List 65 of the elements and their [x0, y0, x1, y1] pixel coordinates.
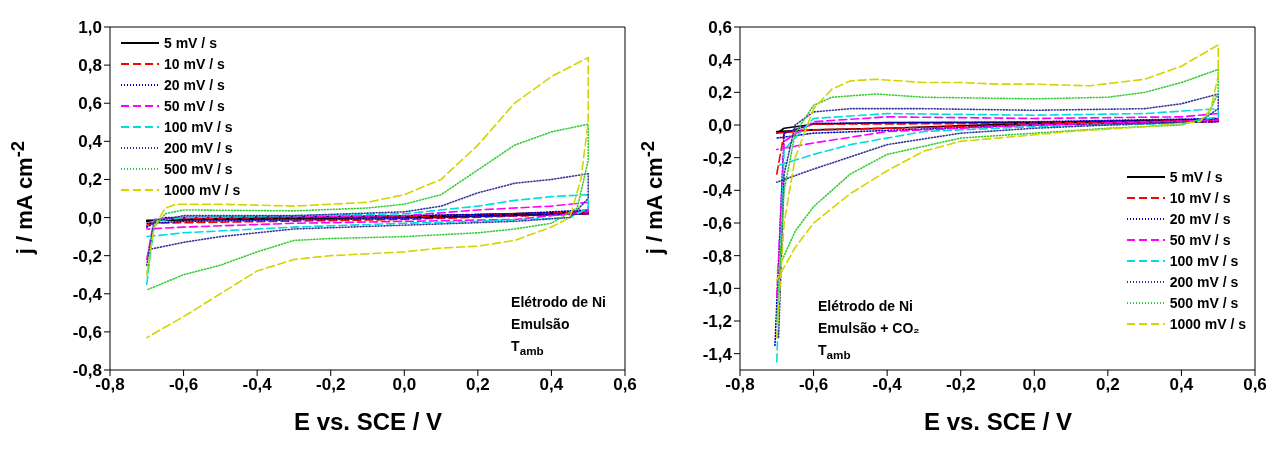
- x-tick-label: 0,6: [1243, 375, 1267, 395]
- legend-label: 100 mV / s: [164, 118, 233, 135]
- y-tick-label: 0,0: [708, 116, 732, 136]
- y-tick-label: -1,0: [702, 279, 732, 299]
- y-tick-label: -0,2: [72, 246, 102, 266]
- legend-label: 5 mV / s: [164, 34, 217, 51]
- line-series: [145, 193, 590, 286]
- annotation: Emulsão + CO₂: [818, 319, 920, 339]
- annotation: Elétrodo de Ni: [511, 293, 606, 313]
- y-tick-label: -0,2: [702, 148, 732, 168]
- annotation: T$_{amb}$: [511, 337, 545, 359]
- line-series: [145, 56, 590, 339]
- x-tick-label: -0,4: [872, 375, 903, 395]
- y-tick-label: -0,4: [702, 181, 733, 201]
- legend-label: 20 mV / s: [164, 76, 225, 93]
- y-tick-label: 0,6: [708, 18, 732, 38]
- y-tick-label: -1,4: [702, 344, 733, 364]
- x-tick-label: -0,4: [242, 375, 273, 395]
- line-series: [145, 201, 590, 261]
- legend-label: 100 mV / s: [1169, 252, 1239, 269]
- y-tick-label: 0,8: [78, 56, 102, 76]
- legend-label: 200 mV / s: [164, 139, 233, 156]
- legend-label: 1000 mV / s: [164, 181, 241, 198]
- y-tick-label: -0,8: [702, 246, 732, 266]
- y-tick-label: -0,6: [72, 322, 102, 342]
- x-axis-title: E vs. SCE / V: [922, 408, 1074, 436]
- legend-label: 5 mV / s: [1169, 168, 1223, 185]
- line-series: [145, 172, 590, 266]
- x-tick-label: -0,8: [725, 375, 755, 395]
- legend-label: 10 mV / s: [1169, 189, 1231, 206]
- x-tick-label: 0,0: [392, 375, 417, 395]
- y-tick-label: 0,4: [708, 50, 733, 70]
- legend-label: 500 mV / s: [164, 160, 233, 177]
- legend-label: 20 mV / s: [1169, 210, 1231, 227]
- legend-label: 1000 mV / s: [1169, 315, 1246, 332]
- y-tick-label: 0,2: [708, 83, 732, 103]
- legend-label: 10 mV / s: [164, 55, 225, 72]
- x-tick-label: -0,6: [168, 375, 199, 395]
- legend-label: 50 mV / s: [1169, 231, 1231, 248]
- y-tick-label: -1,2: [702, 312, 732, 332]
- x-tick-label: 0,4: [1169, 375, 1194, 395]
- y-tick-label: 0,6: [78, 94, 102, 114]
- y-tick-label: -0,6: [702, 214, 732, 234]
- legend-label: 200 mV / s: [1169, 273, 1239, 290]
- annotation: T$_{amb}$: [818, 341, 852, 363]
- x-tick-label: 0,6: [613, 375, 637, 395]
- x-axis-title: E vs. SCE / V: [292, 408, 444, 436]
- line-series: [145, 123, 590, 291]
- legend-label: 50 mV / s: [164, 97, 225, 114]
- x-tick-label: 0,2: [466, 375, 490, 395]
- x-tick-label: -0,2: [946, 375, 976, 395]
- annotation: Emulsão: [511, 315, 571, 335]
- x-tick-label: 0,0: [1022, 375, 1047, 395]
- legend-label: 500 mV / s: [1169, 294, 1239, 311]
- line-series: [775, 112, 1220, 298]
- x-tick-label: 0,4: [539, 375, 564, 395]
- y-tick-label: 0,0: [78, 208, 102, 228]
- x-tick-label: 0,2: [1096, 375, 1120, 395]
- y-tick-label: 0,4: [78, 132, 103, 152]
- x-tick-label: -0,6: [798, 375, 829, 395]
- x-tick-label: -0,2: [316, 375, 346, 395]
- y-tick-label: -0,4: [72, 284, 103, 304]
- annotation: Elétrodo de Ni: [818, 297, 914, 317]
- y-tick-label: 1,0: [78, 18, 102, 38]
- y-tick-label: 0,2: [78, 170, 102, 190]
